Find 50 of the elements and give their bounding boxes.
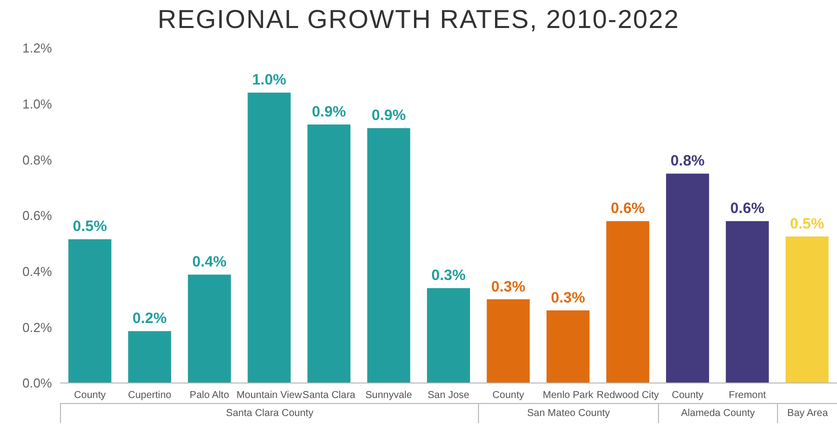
bar: [726, 221, 769, 383]
data-label: 0.3%: [550, 289, 586, 306]
data-label: 0.3%: [431, 267, 466, 284]
x-tick-label: County: [74, 390, 106, 402]
text: Alameda County: [658, 403, 778, 423]
x-tick-label: Redwood City: [596, 390, 659, 402]
data-label: 1.0%: [252, 72, 286, 89]
y-tick-label: 1.0%: [22, 96, 52, 112]
x-tick-label: Menlo Park: [542, 390, 594, 402]
bar: [606, 221, 650, 383]
y-tick-label: 0.4%: [22, 264, 52, 279]
bar: [666, 174, 710, 383]
x-tick-label: Santa Clara: [302, 390, 356, 402]
x-tick-label: Fremont: [728, 390, 766, 402]
data-label: 0.9%: [312, 103, 346, 120]
data-label: 0.6%: [610, 200, 645, 218]
data-label: 0.5%: [790, 215, 824, 232]
data-label: 0.2%: [132, 310, 167, 328]
x-tick-label: San Jose: [428, 390, 470, 402]
bar: [426, 288, 470, 383]
x-tick-label: Mountain View: [236, 390, 303, 402]
data-label: 0.8%: [670, 152, 705, 170]
y-tick-label: 0.8%: [22, 152, 52, 168]
bar: [786, 236, 829, 383]
x-tick-label: Palo Alto: [190, 390, 230, 402]
bar: [188, 274, 231, 383]
data-label: 0.6%: [730, 200, 764, 218]
data-label: 0.4%: [192, 254, 227, 271]
bar: [248, 92, 291, 383]
y-tick-label: 0.2%: [22, 320, 52, 335]
bar: [367, 128, 410, 383]
chart-title: REGIONAL GROWTH RATES, 2010-2022: [156, 4, 680, 35]
bar: [546, 310, 590, 383]
bar: [307, 124, 350, 383]
x-tick-label: Cupertino: [128, 390, 172, 402]
bar: [68, 239, 112, 383]
bar: [486, 299, 530, 383]
x-tick-label: Sunnyvale: [365, 390, 413, 402]
bar: [128, 331, 172, 383]
x-tick-label: County: [492, 390, 524, 402]
data-label: 0.5%: [72, 218, 107, 236]
y-tick-label: 1.2%: [22, 40, 52, 56]
data-label: 0.9%: [372, 107, 406, 124]
text: Bay Area: [777, 403, 837, 423]
y-tick-label: 0.6%: [22, 208, 52, 224]
text: San Mateo County: [478, 403, 658, 423]
data-label: 0.3%: [491, 278, 526, 296]
text: Santa Clara County: [60, 403, 478, 423]
x-tick-label: County: [672, 390, 704, 402]
y-tick-label: 0.0%: [22, 376, 52, 391]
